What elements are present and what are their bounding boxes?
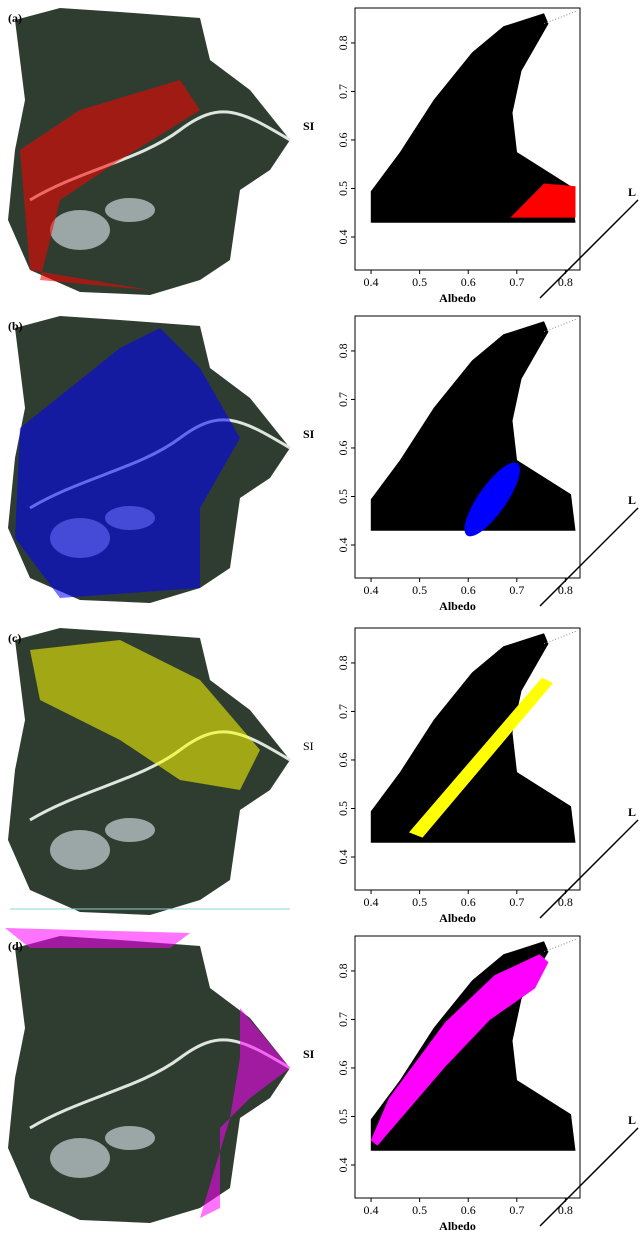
y-axis-label: SI <box>303 119 315 133</box>
urban-patch <box>50 830 110 870</box>
y-axis-label: SI <box>303 1047 315 1061</box>
l-axis-label: L <box>628 185 636 199</box>
scatter-cloud <box>371 941 576 1151</box>
urban-patch <box>105 1126 155 1150</box>
y-tick-label: 0.7 <box>336 392 350 407</box>
panel-label: (d) <box>8 939 23 953</box>
scatter-cloud <box>371 321 576 531</box>
y-tick-label: 0.6 <box>336 440 350 455</box>
y-tick-label: 0.4 <box>336 1158 350 1173</box>
urban-patch <box>50 1138 110 1178</box>
page: {"panels":[ {"label":"(a)","y_label":"SI… <box>0 0 641 1237</box>
scatter-cloud <box>371 633 576 843</box>
y-tick-label: 0.7 <box>336 1012 350 1027</box>
x-tick-label: 0.5 <box>412 275 427 289</box>
y-tick-label: 0.8 <box>336 343 350 358</box>
panel-label: (b) <box>8 319 23 333</box>
x-tick-label: 0.5 <box>412 583 427 597</box>
scatter-tail <box>544 631 578 644</box>
x-tick-label: 0.6 <box>461 583 476 597</box>
x-tick-label: 0.5 <box>412 895 427 909</box>
urban-patch <box>105 198 155 222</box>
x-tick-label: 0.4 <box>364 895 379 909</box>
scatter-tail <box>544 939 578 952</box>
y-tick-label: 0.5 <box>336 181 350 196</box>
y-tick-label: 0.6 <box>336 752 350 767</box>
x-axis-label: Albedo <box>439 1219 476 1232</box>
panel-label: (a) <box>8 11 22 25</box>
l-axis-label: L <box>628 805 636 819</box>
y-tick-label: 0.4 <box>336 850 350 865</box>
x-axis-label: Albedo <box>439 291 476 305</box>
y-tick-label: 0.4 <box>336 230 350 245</box>
y-tick-label: 0.4 <box>336 538 350 553</box>
x-tick-label: 0.7 <box>509 895 524 909</box>
x-tick-label: 0.6 <box>461 1203 476 1217</box>
x-axis-label: Albedo <box>439 599 476 613</box>
y-tick-label: 0.5 <box>336 1109 350 1124</box>
y-tick-label: 0.6 <box>336 132 350 147</box>
scatter-tail <box>544 11 578 24</box>
y-tick-label: 0.7 <box>336 84 350 99</box>
x-tick-label: 0.4 <box>364 583 379 597</box>
y-tick-label: 0.5 <box>336 489 350 504</box>
panel-label: (c) <box>8 631 21 645</box>
x-tick-label: 0.6 <box>461 275 476 289</box>
y-tick-label: 0.6 <box>336 1060 350 1075</box>
x-tick-label: 0.7 <box>509 275 524 289</box>
urban-patch <box>50 210 110 250</box>
y-tick-label: 0.7 <box>336 704 350 719</box>
y-axis-label: SI <box>303 427 315 441</box>
x-tick-label: 0.7 <box>509 1203 524 1217</box>
y-tick-label: 0.8 <box>336 963 350 978</box>
x-tick-label: 0.4 <box>364 1203 379 1217</box>
x-tick-label: 0.6 <box>461 895 476 909</box>
urban-patch <box>105 818 155 842</box>
scatter-tail <box>544 319 578 332</box>
y-axis-label: SI <box>303 739 314 753</box>
l-axis-label: L <box>628 1113 636 1127</box>
x-tick-label: 0.5 <box>412 1203 427 1217</box>
x-axis-label: Albedo <box>439 911 476 925</box>
x-tick-label: 0.7 <box>509 583 524 597</box>
figure: (a) 0.4 0.5 0.6 0.7 0.8 0.4 0.5 0.6 0.7 0.8 Albedo S… <box>0 0 641 1232</box>
y-tick-label: 0.5 <box>336 801 350 816</box>
l-axis-label: L <box>628 493 636 507</box>
y-tick-label: 0.8 <box>336 655 350 670</box>
y-tick-label: 0.8 <box>336 35 350 50</box>
x-tick-label: 0.4 <box>364 275 379 289</box>
